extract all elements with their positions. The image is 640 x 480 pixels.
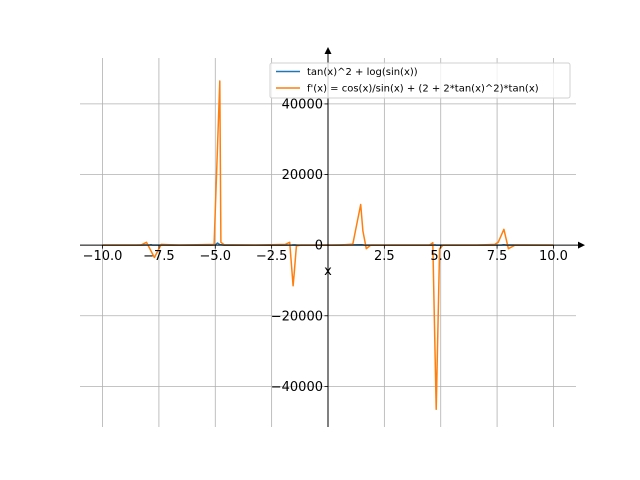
x-tick-label: −5.0 <box>199 249 231 264</box>
x-tick-label: −7.5 <box>143 249 175 264</box>
y-tick-label: −20000 <box>271 309 323 324</box>
x-tick-label: 10.0 <box>539 249 568 264</box>
tick-marks: −10.0 −7.5 −5.0 −2.5 2.5 5.0 7.5 10.0 −40000 −200… <box>83 97 568 394</box>
y-tick-label: −40000 <box>271 380 323 395</box>
x-tick-label: −2.5 <box>256 249 288 264</box>
x-tick-label: 7.5 <box>487 249 508 264</box>
axes <box>80 47 585 427</box>
legend: tan(x)^2 + log(sin(x)) f'(x) = cos(x)/si… <box>269 62 571 99</box>
y-tick-label: 20000 <box>282 168 323 183</box>
y-tick-label: 40000 <box>282 97 323 112</box>
legend-label-series-1: f'(x) = cos(x)/sin(x) + (2 + 2*tan(x)^2)… <box>307 84 539 95</box>
x-tick-label: 2.5 <box>374 249 395 264</box>
y-tick-label: 0 <box>315 239 323 254</box>
legend-frame <box>269 62 571 99</box>
x-tick-label: −10.0 <box>83 249 123 264</box>
x-tick-label: 5.0 <box>430 249 451 264</box>
y-axis-arrow <box>324 47 332 54</box>
x-axis-label: x <box>324 264 332 279</box>
legend-label-series-0: tan(x)^2 + log(sin(x)) <box>307 67 418 78</box>
x-axis-arrow <box>578 241 585 249</box>
